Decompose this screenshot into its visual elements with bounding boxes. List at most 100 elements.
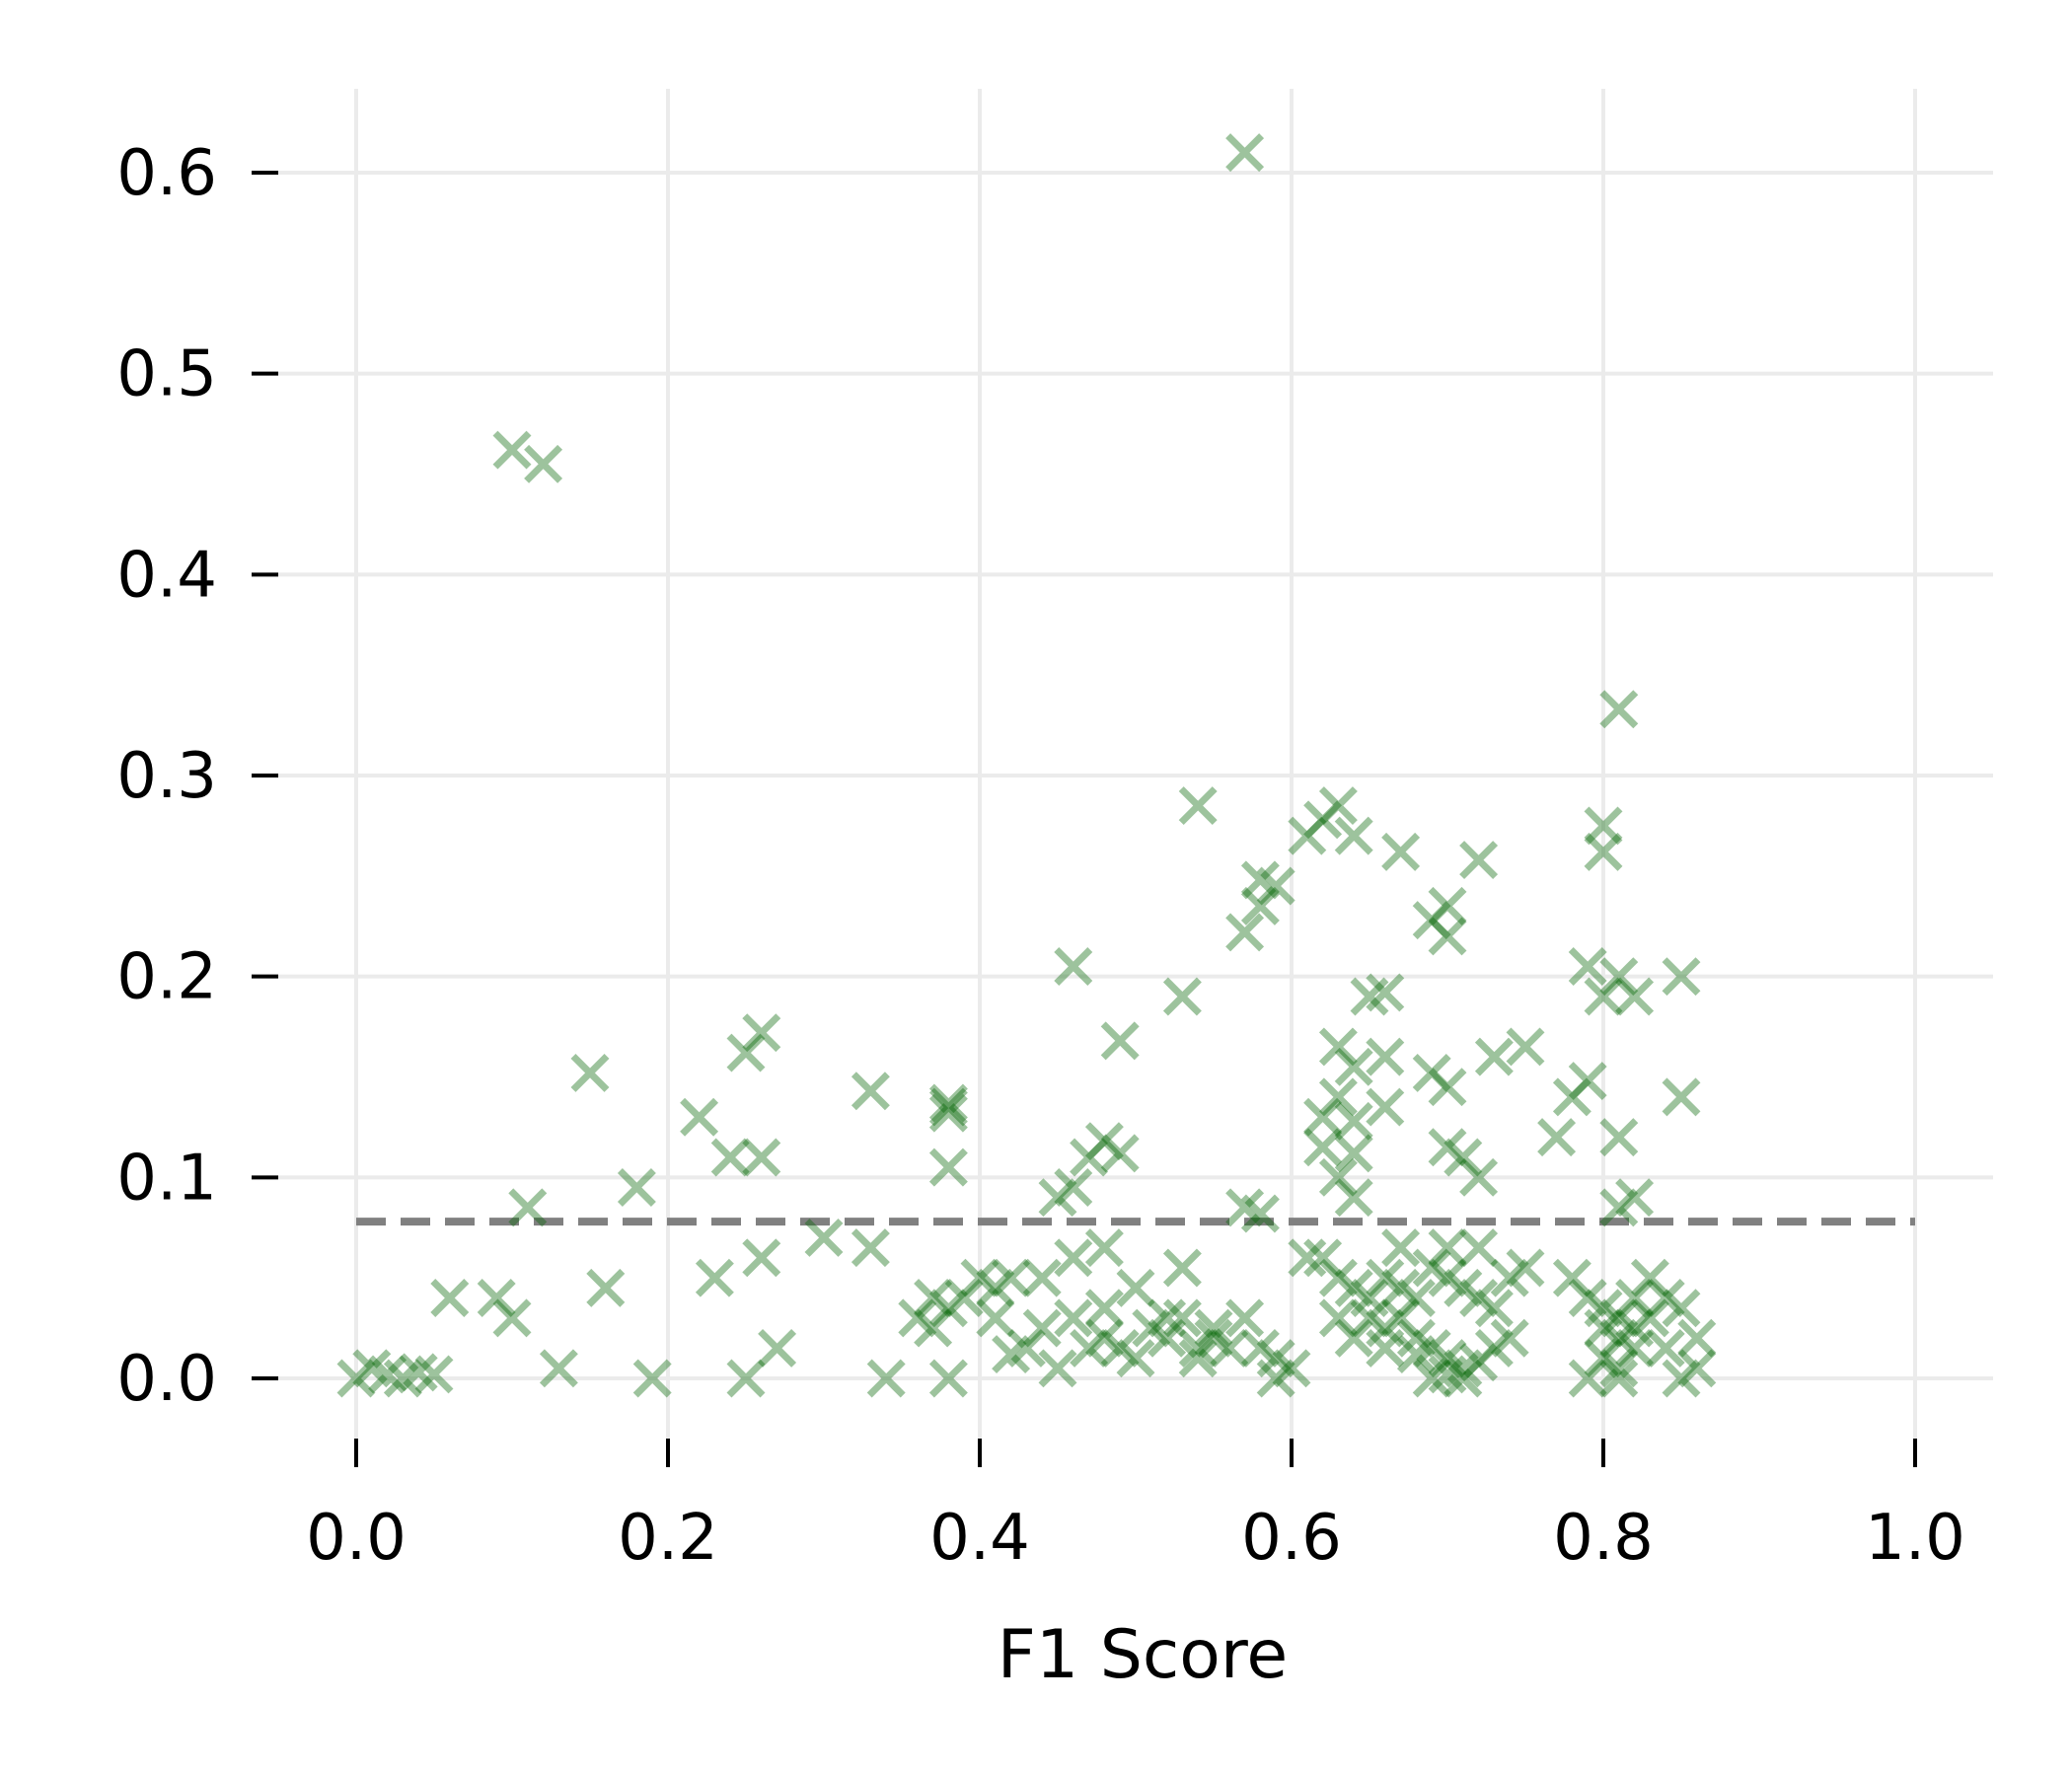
scatter-point: [1334, 1268, 1373, 1307]
scatter-point: [1070, 1328, 1109, 1368]
scatter-point: [1225, 1188, 1265, 1227]
scatter-point: [1599, 690, 1639, 729]
scatter-point: [1428, 1355, 1467, 1394]
scatter-point: [1568, 1062, 1607, 1101]
scatter-point: [1396, 1335, 1436, 1374]
scatter-point: [1552, 1077, 1591, 1117]
scatter-point: [1412, 1328, 1451, 1368]
scatter-point: [1225, 1298, 1265, 1338]
scatter-point: [1615, 1328, 1655, 1368]
scatter-point: [1568, 1279, 1607, 1318]
scatter-point: [1396, 1279, 1436, 1318]
grid-lines: [266, 89, 1993, 1450]
scatter-point: [1412, 1053, 1451, 1092]
scatter-point: [1334, 816, 1373, 855]
scatter-point: [914, 1308, 953, 1348]
scatter-point: [944, 1279, 984, 1318]
scatter-point: [1084, 1228, 1124, 1268]
scatter-point: [1646, 1279, 1685, 1318]
y-tick-label: 0.3: [116, 740, 217, 813]
scatter-point: [1552, 1258, 1591, 1297]
scatter-point: [477, 1279, 516, 1318]
scatter-point: [1428, 917, 1467, 956]
scatter-point: [1162, 1248, 1202, 1288]
scatter-point: [928, 1093, 968, 1133]
x-tick-label: 0.4: [929, 1502, 1030, 1575]
scatter-point: [1334, 1101, 1373, 1141]
scatter-point: [1474, 1037, 1514, 1076]
scatter-point: [1615, 977, 1655, 1016]
scatter-point: [1225, 133, 1265, 173]
scatter-point: [1428, 1228, 1467, 1268]
scatter-point: [1630, 1298, 1669, 1338]
scatter-point: [352, 1349, 392, 1388]
scatter-point: [1412, 1359, 1451, 1398]
scatter-point: [1318, 786, 1358, 826]
scatter-point: [1584, 806, 1623, 846]
scatter-point: [1318, 1027, 1358, 1067]
y-tick-label: 0.5: [116, 338, 217, 411]
scatter-point: [1366, 1037, 1405, 1076]
scatter-point: [804, 1218, 844, 1257]
scatter-point: [1506, 1248, 1545, 1288]
scatter-point: [1428, 1339, 1467, 1378]
scatter-point: [928, 1083, 968, 1123]
scatter-point: [1303, 800, 1343, 840]
scatter-point: [1022, 1258, 1062, 1297]
scatter-point: [742, 1013, 781, 1053]
scatter-point: [1256, 866, 1295, 906]
scatter-point: [1132, 1308, 1171, 1348]
scatter-point: [1646, 1328, 1685, 1368]
scatter-point: [1116, 1268, 1155, 1307]
scatter-point: [524, 444, 563, 483]
scatter-point: [492, 430, 532, 470]
scatter-point: [992, 1335, 1031, 1374]
scatter-point: [1584, 1289, 1623, 1328]
scatter-point: [1428, 886, 1467, 925]
scatter-point: [1178, 1328, 1218, 1368]
scatter-point: [586, 1268, 626, 1307]
scatter-point: [1334, 1134, 1373, 1173]
scatter-point: [430, 1279, 470, 1318]
scatter-point: [1303, 1097, 1343, 1137]
scatter-point: [1194, 1308, 1233, 1348]
scatter-point: [336, 1359, 376, 1398]
scatter-point: [1194, 1318, 1233, 1358]
scatter-point: [1677, 1318, 1717, 1358]
x-tick-label: 0.2: [618, 1502, 718, 1575]
scatter-point: [1677, 1349, 1717, 1388]
y-tick-label: 0.2: [116, 941, 217, 1014]
scatter-point: [1318, 1298, 1358, 1338]
x-tick-label: 0.0: [306, 1502, 407, 1575]
scatter-point: [508, 1188, 548, 1227]
scatter-point: [695, 1258, 734, 1297]
scatter-point: [928, 1359, 968, 1398]
scatter-point: [1662, 1359, 1701, 1398]
scatter-point: [1318, 1157, 1358, 1197]
scatter-point: [1428, 1258, 1467, 1297]
scatter-point: [1381, 1298, 1421, 1338]
scatter-point: [1334, 1178, 1373, 1218]
scatter-point: [1474, 1328, 1514, 1368]
y-tick-label: 0.1: [116, 1142, 217, 1215]
scatter-point: [1584, 1339, 1623, 1378]
scatter-point: [1615, 1279, 1655, 1318]
scatter-point: [1459, 1343, 1499, 1382]
scatter-point: [1412, 1248, 1451, 1288]
scatter-point: [680, 1097, 719, 1137]
x-axis-label: F1 Score: [998, 1616, 1288, 1694]
scatter-point: [1537, 1118, 1577, 1157]
scatter-point: [1381, 1228, 1421, 1268]
scatter-point: [1240, 886, 1280, 925]
scatter-point: [1100, 1134, 1140, 1173]
scatter-point: [1584, 977, 1623, 1016]
scatter-point: [1240, 860, 1280, 900]
x-tick-label: 1.0: [1865, 1502, 1965, 1575]
scatter-point: [1240, 1194, 1280, 1233]
scatter-point: [1210, 1328, 1249, 1368]
scatter-point: [1054, 1238, 1093, 1278]
scatter-point: [1506, 1027, 1545, 1067]
scatter-point: [1443, 1359, 1483, 1398]
scatter-point: [1474, 1289, 1514, 1328]
scatter-point: [539, 1349, 578, 1388]
